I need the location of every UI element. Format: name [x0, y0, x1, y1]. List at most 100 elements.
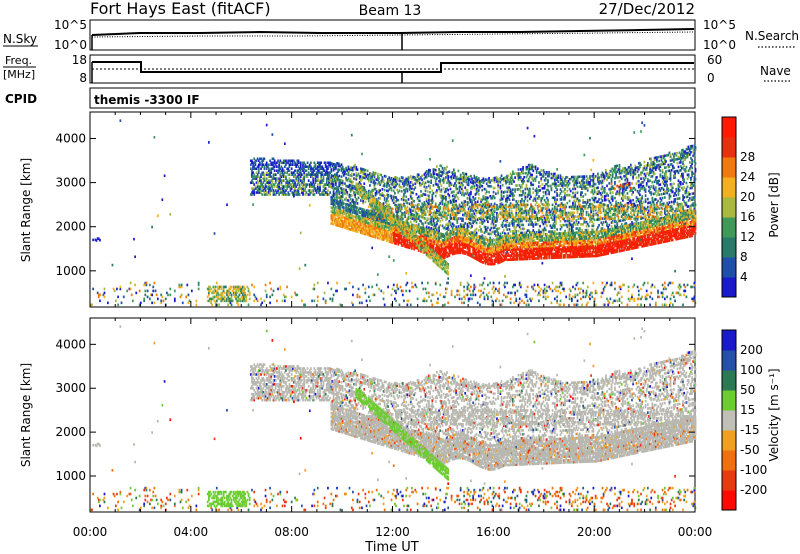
- power-cell: [289, 159, 292, 163]
- power-cell: [355, 166, 358, 169]
- power-cell: [260, 173, 262, 176]
- power-cell: [380, 173, 383, 177]
- power-cell: [501, 221, 504, 225]
- power-cell: [285, 163, 287, 167]
- power-cell: [426, 210, 429, 213]
- power-cell: [337, 220, 340, 223]
- power-cell: [487, 295, 489, 299]
- power-cell: [316, 281, 319, 285]
- power-cell: [324, 191, 327, 194]
- power-cell: [285, 183, 287, 186]
- power-cell: [254, 163, 257, 167]
- power-cell: [490, 295, 493, 299]
- power-cell: [332, 174, 335, 178]
- power-cell: [431, 189, 434, 193]
- power-cell: [338, 178, 341, 182]
- power-cell: [329, 185, 332, 188]
- power-cell: [228, 287, 231, 291]
- power-cell: [247, 289, 250, 293]
- power-cell: [290, 295, 293, 299]
- power-cell: [345, 190, 347, 194]
- power-cell: [314, 187, 317, 190]
- power-cell: [304, 187, 307, 190]
- power-cell: [283, 299, 286, 303]
- power-cell: [332, 194, 335, 198]
- power-cell: [221, 293, 224, 297]
- power-cell: [391, 287, 394, 291]
- power-cell: [447, 200, 450, 204]
- power-cell: [355, 214, 358, 217]
- power-cell: [228, 297, 231, 301]
- power-cell: [338, 222, 341, 226]
- power-cell: [323, 169, 326, 172]
- power-cell: [327, 161, 329, 165]
- power-cell: [251, 173, 253, 176]
- power-cell: [278, 181, 281, 184]
- power-cell: [383, 182, 386, 186]
- power-cell: [257, 167, 260, 171]
- power-cell: [266, 165, 269, 169]
- power-cell: [358, 185, 361, 189]
- power-cell: [146, 289, 149, 293]
- power-cell: [316, 179, 319, 182]
- power-cell: [465, 172, 468, 176]
- power-cell: [217, 295, 219, 299]
- power-cell: [342, 168, 345, 171]
- power-cell: [354, 201, 357, 204]
- power-cell: [220, 299, 223, 303]
- power-cell: [99, 238, 101, 242]
- power-cell: [207, 293, 210, 297]
- power-cell: [354, 187, 357, 191]
- power-cell: [288, 181, 291, 184]
- power-cell: [349, 224, 352, 227]
- power-cell: [295, 165, 298, 169]
- power-cell: [359, 167, 362, 171]
- power-cell: [300, 187, 303, 190]
- power-cell: [119, 285, 122, 289]
- power-cell: [325, 179, 328, 182]
- power-cell: [479, 303, 481, 307]
- power-cell: [280, 179, 283, 182]
- power-cell: [308, 173, 311, 176]
- power-cell: [481, 188, 484, 192]
- power-cell: [255, 167, 258, 171]
- power-cell: [229, 301, 232, 305]
- power-cell: [405, 199, 408, 203]
- power-cell: [259, 191, 261, 194]
- power-cell: [264, 189, 267, 192]
- power-cell: [261, 301, 264, 305]
- power-cell: [322, 185, 325, 188]
- power-cell: [350, 222, 353, 226]
- power-cell: [424, 181, 427, 185]
- power-cell: [470, 293, 472, 297]
- power-cell: [328, 163, 330, 167]
- power-cell: [299, 175, 302, 178]
- power-cell: [337, 162, 340, 165]
- power-cell: [298, 171, 301, 174]
- power-cell: [253, 177, 256, 180]
- power-cell: [320, 179, 323, 182]
- power-cell: [281, 179, 284, 182]
- power-cell: [255, 181, 258, 184]
- power-cell: [327, 165, 329, 169]
- power-cell: [423, 297, 426, 301]
- power-cell: [348, 204, 351, 207]
- power-cell: [356, 230, 359, 233]
- power-cell: [450, 175, 453, 178]
- power-cell: [388, 176, 391, 179]
- power-cell: [112, 287, 115, 291]
- power-cell: [178, 285, 181, 289]
- power-cell: [256, 187, 259, 190]
- power-cell: [212, 297, 215, 301]
- power-cell: [347, 199, 350, 202]
- power-cell: [281, 299, 284, 303]
- power-cell: [145, 281, 148, 285]
- power-cell: [302, 165, 304, 169]
- power-cell: [329, 179, 332, 182]
- nsky-trace: [91, 28, 695, 36]
- power-cell: [339, 194, 342, 198]
- power-cell: [335, 209, 337, 213]
- power-cell: [272, 183, 275, 186]
- power-cell: [445, 207, 447, 211]
- power-cell: [344, 210, 346, 214]
